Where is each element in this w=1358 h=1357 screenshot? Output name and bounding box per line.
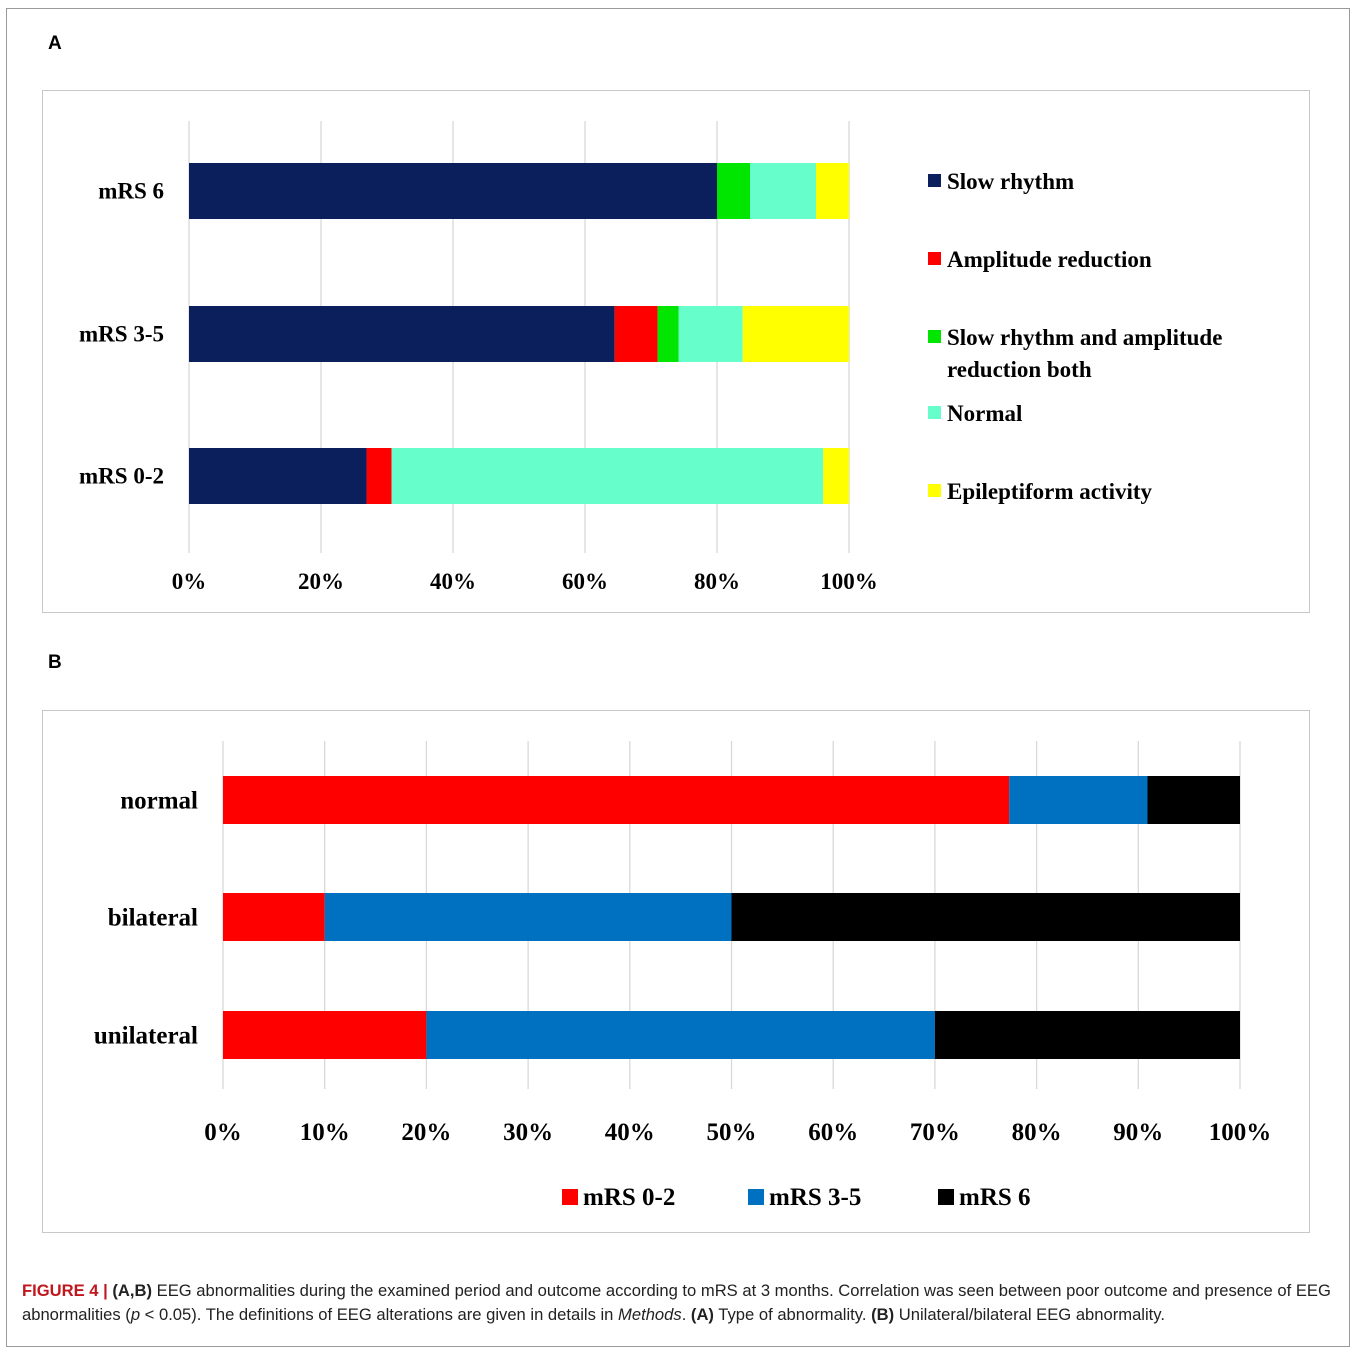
category-label-mrs-6: mRS 6 xyxy=(98,179,164,204)
legend-swatch-amplitude-reduction xyxy=(928,252,941,265)
bar-slow-rhythm-and-amplitude-reduction-both-mrs-6 xyxy=(717,163,750,219)
x-tick-label: 40% xyxy=(430,569,476,594)
x-tick-label: 0% xyxy=(172,569,207,594)
category-label-bilateral: bilateral xyxy=(108,904,198,931)
legend-swatch-mrs-6 xyxy=(938,1189,954,1205)
caption-panels-ref: (A,B) xyxy=(112,1281,153,1300)
x-tick-label: 20% xyxy=(298,569,344,594)
legend-swatch-slow-rhythm xyxy=(928,174,941,187)
x-tick-label: 60% xyxy=(562,569,608,594)
caption-text-3: . xyxy=(681,1305,691,1324)
x-tick-label: 10% xyxy=(300,1119,350,1146)
legend-label-slow-rhythm-and-amplitude-reduction-both: reduction both xyxy=(947,357,1092,382)
legend-swatch-epileptiform-activity xyxy=(928,484,941,497)
bar-slow-rhythm-mrs-3-5 xyxy=(189,306,615,362)
bar-mrs-0-2-bilateral xyxy=(223,893,325,941)
figure-caption: FIGURE 4 | (A,B) EEG abnormalities durin… xyxy=(22,1279,1332,1327)
legend-swatch-mrs-0-2 xyxy=(562,1189,578,1205)
bar-mrs-6-normal xyxy=(1147,776,1240,824)
caption-b-text: Unilateral/bilateral EEG abnormality. xyxy=(894,1305,1165,1324)
caption-figure-label: FIGURE 4 | xyxy=(22,1281,108,1300)
x-tick-label: 80% xyxy=(1012,1119,1062,1146)
caption-b-ref: (B) xyxy=(871,1305,895,1324)
chart-b-container: 0% 10% 20% 30% 40% 50% 60% 70% 80% 90% 100% normal b… xyxy=(42,710,1310,1233)
bar-normal-mrs-0-2 xyxy=(391,448,824,504)
bar-mrs-6-unilateral xyxy=(934,1011,1240,1059)
bar-mrs-0-2-unilateral xyxy=(223,1011,427,1059)
legend-label-normal: Normal xyxy=(947,401,1022,426)
chart-a-container: 0% 20% 40% 60% 80% 100% mRS 6 mRS 3-5 mRS 0-2 Slo… xyxy=(42,90,1310,613)
caption-p-symbol: p xyxy=(130,1305,141,1324)
bar-epileptiform-activity-mrs-0-2 xyxy=(823,448,849,504)
legend-label-amplitude-reduction: Amplitude reduction xyxy=(947,247,1152,272)
chart-a: 0% 20% 40% 60% 80% 100% mRS 6 mRS 3-5 mRS 0-2 Slo… xyxy=(79,121,1222,594)
panel-b-label: B xyxy=(48,652,62,673)
legend-label-mrs-3-5: mRS 3-5 xyxy=(769,1184,861,1211)
legend-label-slow-rhythm-and-amplitude-reduction-both: Slow rhythm and amplitude xyxy=(947,325,1222,350)
bar-amplitude-reduction-mrs-0-2 xyxy=(366,448,392,504)
legend-label-mrs-0-2: mRS 0-2 xyxy=(583,1184,675,1211)
caption-methods: Methods xyxy=(618,1305,682,1324)
x-tick-label: 100% xyxy=(820,569,878,594)
bar-amplitude-reduction-mrs-3-5 xyxy=(614,306,658,362)
x-tick-label: 40% xyxy=(605,1119,655,1146)
caption-a-ref: (A) xyxy=(690,1305,714,1324)
x-tick-label: 70% xyxy=(910,1119,960,1146)
category-label-mrs-0-2: mRS 0-2 xyxy=(79,464,164,489)
x-tick-label: 100% xyxy=(1209,1119,1272,1146)
legend-label-slow-rhythm: Slow rhythm xyxy=(947,169,1074,194)
bar-mrs-3-5-bilateral xyxy=(324,893,732,941)
legend-swatch-normal xyxy=(928,406,941,419)
x-tick-label: 90% xyxy=(1113,1119,1163,1146)
panel-a-label: A xyxy=(48,33,62,54)
bar-slow-rhythm-mrs-6 xyxy=(189,163,717,219)
bar-mrs-3-5-normal xyxy=(1009,776,1148,824)
bar-normal-mrs-6 xyxy=(750,163,816,219)
legend-label-mrs-6: mRS 6 xyxy=(959,1184,1031,1211)
bar-slow-rhythm-mrs-0-2 xyxy=(189,448,367,504)
bar-slow-rhythm-and-amplitude-reduction-both-mrs-3-5 xyxy=(657,306,679,362)
x-tick-label: 60% xyxy=(808,1119,858,1146)
caption-text-2: < 0.05). The definitions of EEG alterati… xyxy=(140,1305,619,1324)
x-tick-label: 80% xyxy=(694,569,740,594)
caption-a-text: Type of abnormality. xyxy=(713,1305,872,1324)
legend-swatch-mrs-3-5 xyxy=(748,1189,764,1205)
legend-label-epileptiform-activity: Epileptiform activity xyxy=(947,479,1153,504)
bar-epileptiform-activity-mrs-6 xyxy=(816,163,849,219)
x-tick-label: 30% xyxy=(503,1119,553,1146)
category-label-mrs-3-5: mRS 3-5 xyxy=(79,322,164,347)
category-label-normal: normal xyxy=(120,787,198,814)
bar-normal-mrs-3-5 xyxy=(678,306,743,362)
bar-mrs-0-2-normal xyxy=(223,776,1010,824)
x-tick-label: 0% xyxy=(204,1119,242,1146)
caption-text-1: EEG abnormalities during the examined pe… xyxy=(22,1281,1331,1324)
legend-swatch-slow-rhythm-and-amplitude-reduction-both xyxy=(928,330,941,343)
figure-frame xyxy=(6,8,1350,1347)
bar-epileptiform-activity-mrs-3-5 xyxy=(742,306,849,362)
chart-b: 0% 10% 20% 30% 40% 50% 60% 70% 80% 90% 100% normal b… xyxy=(94,741,1272,1211)
bar-mrs-6-bilateral xyxy=(731,893,1240,941)
x-tick-label: 20% xyxy=(401,1119,451,1146)
x-tick-label: 50% xyxy=(707,1119,757,1146)
bar-mrs-3-5-unilateral xyxy=(426,1011,935,1059)
category-label-unilateral: unilateral xyxy=(94,1022,198,1049)
